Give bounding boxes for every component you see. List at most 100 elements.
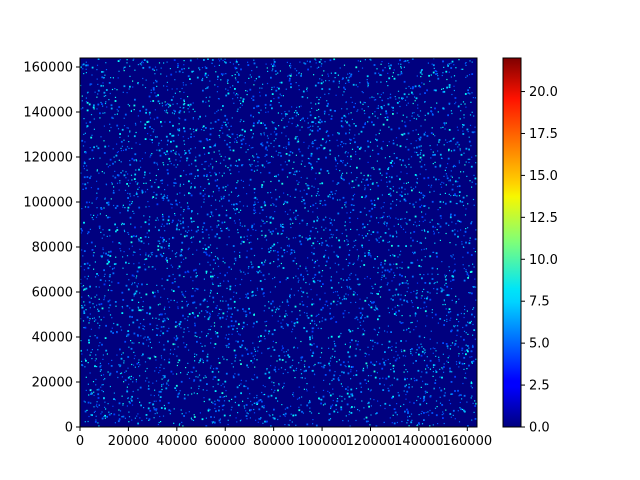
heatmap-cell	[337, 145, 339, 147]
heatmap-cell	[257, 105, 260, 107]
heatmap-cell	[423, 395, 426, 398]
heatmap-cell	[98, 172, 100, 174]
heatmap-cell	[382, 140, 384, 143]
heatmap-cell	[150, 89, 152, 91]
heatmap-cell	[466, 195, 468, 197]
heatmap-cell	[99, 362, 101, 364]
heatmap-cell	[219, 418, 221, 420]
heatmap-cell	[325, 300, 328, 303]
heatmap-cell	[467, 158, 469, 160]
heatmap-cell	[184, 153, 186, 155]
heatmap-cell	[107, 166, 109, 168]
heatmap-cell	[298, 72, 300, 74]
heatmap-cell	[210, 342, 212, 344]
heatmap-cell	[345, 293, 347, 295]
heatmap-cell	[191, 371, 193, 373]
heatmap-cell	[131, 274, 134, 277]
heatmap-cell	[183, 276, 185, 278]
heatmap-cell	[188, 192, 190, 195]
heatmap-cell	[387, 375, 390, 378]
heatmap-cell	[205, 101, 207, 103]
heatmap-cell	[187, 371, 189, 373]
heatmap-cell	[253, 204, 255, 206]
heatmap-cell	[338, 239, 340, 242]
heatmap-cell	[194, 335, 196, 337]
heatmap-cell	[248, 307, 250, 310]
heatmap-cell	[89, 307, 91, 309]
heatmap-cell	[436, 229, 438, 231]
heatmap-cell	[346, 212, 348, 214]
heatmap-cell	[135, 169, 137, 171]
heatmap-cell	[138, 301, 140, 303]
heatmap-cell	[148, 338, 151, 341]
heatmap-cell	[274, 211, 276, 213]
heatmap-cell	[410, 300, 413, 302]
heatmap-cell	[185, 174, 187, 176]
heatmap-cell	[236, 421, 238, 423]
heatmap-cell	[233, 203, 235, 206]
heatmap-cell	[367, 346, 369, 348]
heatmap-cell	[202, 350, 204, 352]
heatmap-cell	[275, 175, 277, 178]
heatmap-cell	[224, 156, 226, 158]
heatmap-cell	[298, 386, 300, 388]
heatmap-cell	[396, 421, 398, 424]
heatmap-cell	[166, 383, 168, 385]
heatmap-cell	[127, 367, 129, 369]
heatmap-cell	[116, 205, 119, 207]
heatmap-cell	[214, 343, 217, 345]
heatmap-cell	[143, 325, 146, 328]
heatmap-cell	[275, 138, 277, 140]
heatmap-cell	[289, 67, 292, 69]
heatmap-cell	[95, 354, 97, 356]
heatmap-cell	[323, 255, 325, 258]
heatmap-cell	[357, 257, 359, 259]
heatmap-cell	[204, 161, 206, 163]
heatmap-cell	[120, 326, 122, 328]
heatmap-cell	[108, 260, 110, 263]
heatmap-cell	[383, 222, 385, 224]
heatmap-cell	[330, 233, 332, 235]
heatmap-cell	[449, 200, 452, 203]
heatmap-cell	[127, 127, 129, 129]
heatmap-cell	[262, 165, 264, 167]
heatmap-cell	[211, 62, 213, 64]
heatmap-cell	[323, 229, 325, 231]
heatmap-cell	[332, 234, 334, 236]
heatmap-cell	[99, 227, 101, 229]
heatmap-cell	[131, 395, 133, 398]
heatmap-cell	[183, 183, 185, 185]
heatmap-cell	[275, 73, 277, 75]
heatmap-cell	[258, 119, 260, 122]
heatmap-cell	[462, 204, 465, 207]
heatmap-cell	[423, 397, 425, 400]
heatmap-cell	[440, 389, 443, 392]
heatmap-cell	[291, 117, 294, 120]
heatmap-cell	[96, 294, 98, 296]
heatmap-cell	[331, 193, 334, 195]
heatmap-cell	[406, 280, 408, 282]
heatmap-cell	[342, 361, 345, 364]
heatmap-cell	[102, 112, 104, 114]
heatmap-cell	[217, 399, 219, 401]
heatmap-cell	[387, 168, 389, 170]
heatmap-cell	[167, 340, 169, 343]
heatmap-cell	[243, 135, 245, 138]
heatmap-cell	[418, 138, 420, 140]
heatmap-cell	[135, 277, 137, 279]
heatmap-cell	[278, 368, 280, 370]
heatmap-cell	[324, 121, 326, 123]
heatmap-cell	[370, 375, 372, 377]
heatmap-cell	[295, 115, 297, 117]
heatmap-cell	[152, 196, 155, 198]
heatmap-cell	[351, 393, 353, 395]
heatmap-cell	[305, 193, 308, 195]
heatmap-cell	[186, 202, 189, 204]
heatmap-cell	[306, 97, 309, 99]
heatmap-cell	[359, 211, 362, 213]
heatmap-cell	[210, 252, 213, 254]
heatmap-cell	[216, 179, 219, 181]
heatmap-cell	[179, 106, 181, 108]
heatmap-cell	[108, 82, 111, 84]
heatmap-cell	[291, 122, 293, 125]
